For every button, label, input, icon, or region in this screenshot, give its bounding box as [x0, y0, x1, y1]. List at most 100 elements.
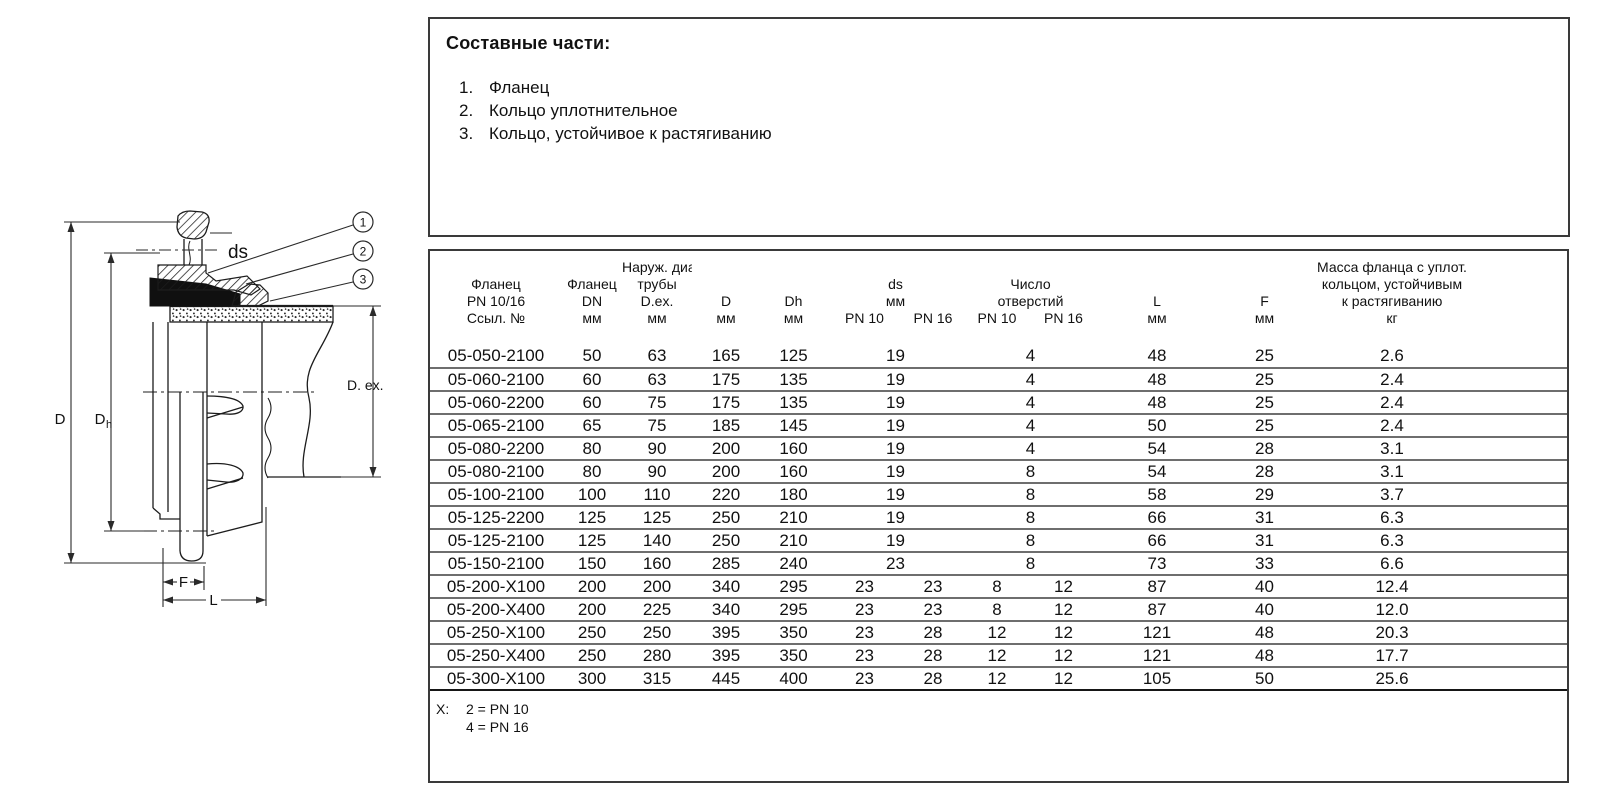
cell-l: 50: [1097, 414, 1217, 438]
cell-mass: 2.4: [1312, 391, 1472, 415]
header-outer-diam: Наруж. диам.: [622, 259, 692, 275]
header-mass-3: к растягиванию: [1341, 293, 1443, 309]
table-footnote: X: 2 = PN 10 4 = PN 16: [430, 691, 1567, 736]
cell-mass: 6.6: [1312, 552, 1472, 576]
header-pn16: PN 16: [1044, 310, 1083, 326]
cell-holes-pn16: 12: [1030, 644, 1097, 668]
balloon-2: 2: [352, 240, 374, 262]
cell-ds: 19: [827, 529, 964, 553]
footnote-line: 2 = PN 10: [466, 701, 529, 717]
cell-dex: 75: [622, 391, 692, 415]
cell-l: 87: [1097, 575, 1217, 599]
cell-l: 87: [1097, 598, 1217, 622]
cell-ds-pn10: 23: [827, 667, 902, 691]
dim-label-f: F: [179, 574, 188, 591]
header-flange: Фланец: [471, 276, 521, 292]
cell-d: 340: [692, 598, 760, 622]
table-row: 05-100-2100 100 110 220 180 19 8 58 29 3…: [430, 483, 1567, 507]
cell-ds: 19: [827, 391, 964, 415]
header-mm: мм: [1254, 310, 1275, 326]
header-mm: мм: [783, 310, 804, 326]
cell-holes-pn16: 12: [1030, 621, 1097, 645]
cell-ref: 05-150-2100: [430, 552, 562, 576]
cell-holes-pn10: 8: [964, 575, 1030, 599]
cell-l: 66: [1097, 529, 1217, 553]
cell-dex: 280: [622, 644, 692, 668]
cell-ds-pn16: 23: [902, 575, 964, 599]
header-holes-2: отверстий: [997, 293, 1064, 309]
cell-dn: 200: [562, 598, 622, 622]
dimension-l: L: [163, 507, 267, 609]
cell-holes-pn16: 12: [1030, 667, 1097, 691]
header-mass-2: кольцом, устойчивым: [1321, 276, 1463, 292]
cell-dn: 100: [562, 483, 622, 507]
cell-dn: 50: [562, 345, 622, 369]
cell-mass: 3.7: [1312, 483, 1472, 507]
cell-ref: 05-080-2100: [430, 460, 562, 484]
cell-dex: 225: [622, 598, 692, 622]
cell-d: 395: [692, 621, 760, 645]
cell-ds-pn10: 23: [827, 598, 902, 622]
cell-f: 48: [1217, 644, 1312, 668]
cell-mass: 3.1: [1312, 460, 1472, 484]
cell-ref: 05-125-2100: [430, 529, 562, 553]
cell-ds-pn10: 23: [827, 575, 902, 599]
cell-dn: 80: [562, 437, 622, 461]
header-mm: мм: [716, 310, 736, 326]
header-f: F: [1260, 293, 1269, 309]
cell-f: 48: [1217, 621, 1312, 645]
cell-dex: 125: [622, 506, 692, 530]
grip-tooth: [206, 395, 244, 415]
cell-ds-pn10: 23: [827, 644, 902, 668]
cell-f: 50: [1217, 667, 1312, 691]
header-mm: мм: [647, 310, 667, 326]
cell-dh: 145: [760, 414, 827, 438]
cell-f: 29: [1217, 483, 1312, 507]
header-flange: Фланец: [567, 276, 617, 292]
cell-holes-pn10: 8: [964, 598, 1030, 622]
cell-l: 121: [1097, 621, 1217, 645]
cell-l: 105: [1097, 667, 1217, 691]
cell-holes: 8: [964, 506, 1097, 530]
balloon-1-number: 1: [360, 216, 367, 230]
cell-ref: 05-065-2100: [430, 414, 562, 438]
header-kg: кг: [1386, 310, 1398, 326]
table-row: 05-080-2100 80 90 200 160 19 8 54 28 3.1: [430, 460, 1567, 484]
balloon-1: 1: [352, 211, 374, 233]
cell-dex: 140: [622, 529, 692, 553]
balloon-2-number: 2: [360, 245, 367, 259]
pipe: [143, 304, 341, 478]
dimension-dh: D h: [95, 252, 160, 532]
cell-dh: 135: [760, 368, 827, 392]
cell-mass: 17.7: [1312, 644, 1472, 668]
flange-body: [143, 322, 272, 537]
cell-f: 40: [1217, 575, 1312, 599]
cell-dn: 60: [562, 368, 622, 392]
cell-mass: 6.3: [1312, 506, 1472, 530]
cell-ds: 19: [827, 460, 964, 484]
cell-dh: 350: [760, 644, 827, 668]
cell-holes: 8: [964, 552, 1097, 576]
pipe-break-line: [302, 321, 334, 478]
cell-dh: 400: [760, 667, 827, 691]
cell-holes-pn10: 12: [964, 621, 1030, 645]
cell-d: 445: [692, 667, 760, 691]
item-number: 3.: [459, 124, 474, 143]
dim-label-dh: D: [95, 411, 106, 428]
item-label: Фланец: [489, 78, 550, 97]
cell-d: 175: [692, 391, 760, 415]
cell-ds: 23: [827, 552, 964, 576]
cell-dex: 110: [622, 483, 692, 507]
cell-ref: 05-300-X100: [430, 667, 562, 691]
cell-d: 285: [692, 552, 760, 576]
cell-holes: 4: [964, 345, 1097, 369]
list-item: 2. Кольцо уплотнительное: [459, 99, 1568, 122]
table-row: 05-150-2100 150 160 285 240 23 8 73 33 6…: [430, 552, 1567, 576]
cell-ds: 19: [827, 345, 964, 369]
header-pipe: трубы: [637, 276, 677, 292]
dim-label-d: D: [55, 411, 66, 428]
cell-f: 33: [1217, 552, 1312, 576]
cell-mass: 3.1: [1312, 437, 1472, 461]
item-label: Кольцо уплотнительное: [489, 101, 678, 120]
table-row: 05-125-2100 125 140 250 210 19 8 66 31 6…: [430, 529, 1567, 553]
